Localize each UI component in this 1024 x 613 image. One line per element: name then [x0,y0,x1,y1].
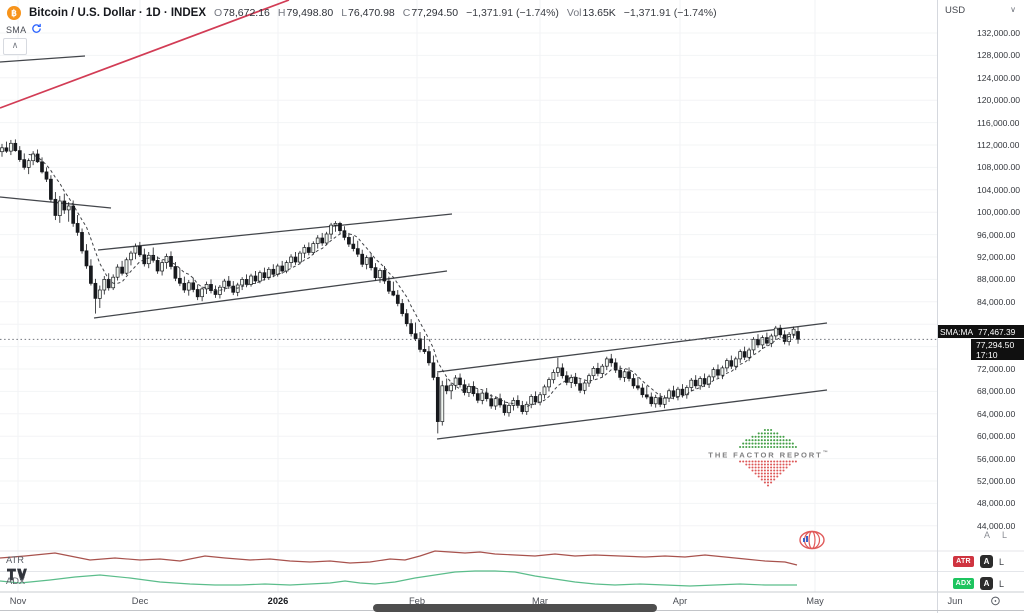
scale-buttons: A L [984,530,1007,540]
price-tick: 128,000.00 [977,50,1021,60]
price-tick: 56,000.00 [977,454,1016,464]
volume-change: −1,371.91 (−1.74%) [623,7,717,19]
price-tick: 68,000.00 [977,386,1016,396]
price-tick: 100,000.00 [977,207,1021,217]
price-tick: 52,000.00 [977,476,1016,486]
ohlc-low: L76,470.98 [341,7,395,19]
data-provider-logo [799,530,825,550]
h-scrollbar-handle[interactable] [373,604,657,612]
atr-badge: ATR [953,556,974,567]
atr-pane-label[interactable]: ATR [6,555,24,565]
time-axis-label: 2026 [267,596,289,606]
adx-auto-button[interactable]: A [980,577,993,590]
sma-line[interactable] [28,153,799,407]
candlestick-series [0,139,800,434]
time-axis-label: Feb [408,596,426,606]
trendlines[interactable] [0,0,828,440]
time-axis-label: Dec [131,596,149,606]
adx-badge: ADX [953,578,974,589]
time-axis-label: Nov [9,596,27,606]
chart-header: ฿ Bitcoin / U.S. Dollar · 1D · INDEX O78… [7,6,717,20]
atr-line[interactable] [0,550,798,566]
currency-selector[interactable]: USD ∨ [945,5,1016,16]
time-axis[interactable]: Nov Dec 2026 Feb Mar Apr May Jun [0,592,1024,613]
adx-line[interactable] [0,570,797,587]
price-tick: 112,000.00 [977,140,1020,150]
adx-pane-label[interactable]: ADX [6,576,26,586]
tradingview-logo [7,568,27,586]
atr-auto-button[interactable]: A [980,555,993,568]
atr-scale-controls: ATR A L [953,555,1004,568]
price-tick: 108,000.00 [977,162,1021,172]
collapse-panel-button[interactable]: ∧ [3,38,27,55]
adx-scale-controls: ADX A L [953,577,1004,590]
sma-value-label: SMA:MA 77,467.39 [938,325,1024,338]
price-tick: 96,000.00 [977,230,1016,240]
factor-report-watermark: THE FACTOR REPORT™ [708,450,828,460]
price-tick: 88,000.00 [977,274,1016,284]
time-axis-label: Mar [531,596,549,606]
price-tick: 48,000.00 [977,498,1016,508]
price-tick: 60,000.00 [977,431,1016,441]
time-axis-label: Apr [672,596,688,606]
sync-icon [31,23,42,36]
price-tick: 44,000.00 [977,521,1016,531]
price-tick: 92,000.00 [977,252,1016,262]
volume-field: Vol13.65K [566,7,616,19]
price-tick: 116,000.00 [977,118,1020,128]
price-tick: 104,000.00 [977,185,1021,195]
bitcoin-icon: ฿ [7,6,21,20]
symbol-title[interactable]: Bitcoin / U.S. Dollar · 1D · INDEX [29,7,206,19]
ohlc-close: C77,294.50 [402,7,459,19]
price-axis[interactable]: USD ∨ 132,000.00 128,000.00 124,000.00 120,… [938,0,1024,613]
price-tick: 132,000.00 [977,28,1021,38]
chevron-down-icon: ∨ [1010,5,1016,14]
log-scale-button[interactable]: L [1002,530,1008,540]
price-tick: 124,000.00 [977,73,1021,83]
sma-indicator-label[interactable]: SMA [6,24,27,35]
price-tick: 84,000.00 [977,297,1016,307]
ohlc-open: O78,672.16 [214,7,270,19]
adx-log-button[interactable]: L [999,578,1005,589]
factor-report-dots [739,428,797,487]
indicator-legend: SMA [6,23,42,36]
time-axis-label: May [806,596,824,606]
price-change: −1,371.91 (−1.74%) [466,7,559,19]
ohlc-high: H79,498.80 [277,7,334,19]
settings-gear-icon[interactable]: ⊙ [990,593,1001,608]
price-tick: 120,000.00 [977,95,1021,105]
currency-label: USD [945,5,966,16]
atr-log-button[interactable]: L [999,556,1005,567]
price-tick: 72,000.00 [977,364,1016,374]
last-price-label: 77,294.50 17:10 [971,339,1024,360]
auto-scale-button[interactable]: A [984,530,991,540]
price-tick: 64,000.00 [977,409,1016,419]
time-axis-label: Jun [947,596,963,606]
